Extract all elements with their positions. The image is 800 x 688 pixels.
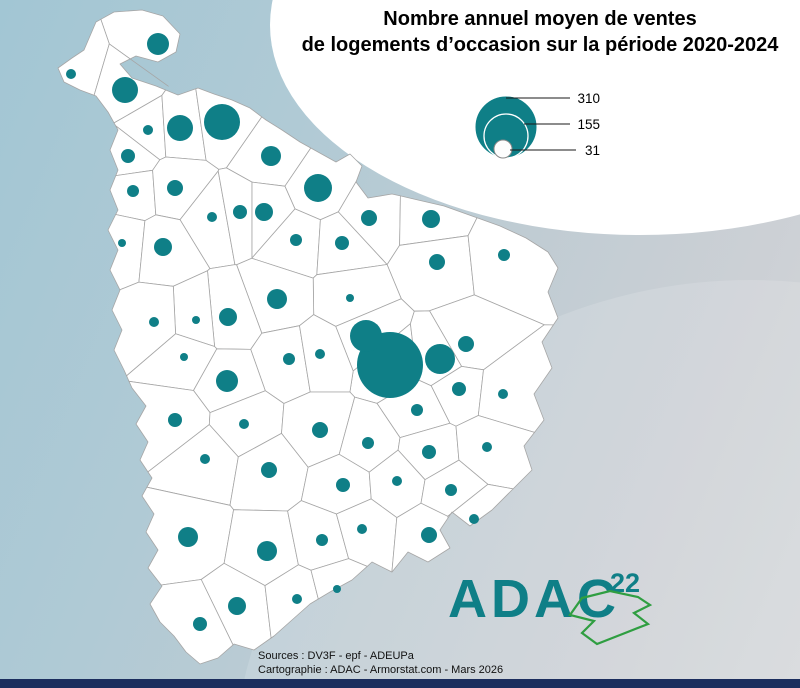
sales-bubble: [411, 404, 423, 416]
legend-circle-small: [493, 139, 513, 159]
commune-cell: [467, 217, 559, 326]
sales-bubble: [283, 353, 295, 365]
sales-bubble: [422, 210, 440, 228]
sales-bubble: [312, 422, 328, 438]
sales-bubble: [112, 77, 138, 103]
sales-bubble: [118, 239, 126, 247]
sales-bubble: [290, 234, 302, 246]
sales-bubble: [143, 125, 153, 135]
sales-bubble: [482, 442, 492, 452]
sales-bubbles: [66, 33, 510, 631]
legend-value-310: 310: [577, 91, 600, 106]
sales-bubble: [149, 317, 159, 327]
sales-bubble: [219, 308, 237, 326]
legend-value-31: 31: [585, 143, 600, 158]
sales-bubble: [361, 210, 377, 226]
sources-line: Sources : DV3F - epf - ADEUPa: [258, 650, 414, 662]
sales-bubble: [316, 534, 328, 546]
sales-bubble: [261, 462, 277, 478]
page-title: Nombre annuel moyen de ventes de logemen…: [290, 6, 790, 58]
sales-bubble: [333, 585, 341, 593]
sales-bubble: [167, 115, 193, 141]
sales-bubble: [216, 370, 238, 392]
cartography-line: Cartographie : ADAC - Armorstat.com - Ma…: [258, 664, 504, 676]
sales-bubble: [346, 294, 354, 302]
sales-bubble: [178, 527, 198, 547]
sales-bubble: [304, 174, 332, 202]
sales-bubble: [445, 484, 457, 496]
sales-bubble: [121, 149, 135, 163]
sales-bubble: [204, 104, 240, 140]
sales-bubble: [498, 389, 508, 399]
commune-cell: [335, 498, 398, 573]
legend: 310 155 31: [474, 91, 600, 159]
sales-bubble: [422, 445, 436, 459]
sales-bubble: [362, 437, 374, 449]
commune-cell: [447, 483, 514, 527]
commune-cell: [310, 558, 368, 600]
sales-bubble: [429, 254, 445, 270]
sales-bubble: [228, 597, 246, 615]
title-line2: de logements d’occasion sur la période 2…: [301, 34, 779, 56]
sales-bubble: [66, 69, 76, 79]
commune-cell: [264, 564, 319, 639]
sales-bubble: [257, 541, 277, 561]
sales-bubble: [392, 476, 402, 486]
sales-bubble: [233, 205, 247, 219]
sales-bubble: [315, 349, 325, 359]
commune-cell: [477, 324, 554, 433]
sales-bubble: [255, 203, 273, 221]
sales-bubble: [350, 320, 382, 352]
sales-bubble: [180, 353, 188, 361]
commune-cell: [149, 579, 234, 665]
sales-bubble: [452, 382, 466, 396]
title-line1: Nombre annuel moyen de ventes: [383, 8, 697, 30]
sales-bubble: [167, 180, 183, 196]
sales-bubble: [207, 212, 217, 222]
sales-bubble: [357, 524, 367, 534]
sales-bubble: [292, 594, 302, 604]
sales-bubble: [168, 413, 182, 427]
sales-bubble: [458, 336, 474, 352]
sales-bubble: [498, 249, 510, 261]
sales-bubble: [425, 344, 455, 374]
dept22-outline-icon: [568, 590, 653, 646]
commune-cell: [100, 9, 181, 87]
sales-bubble: [154, 238, 172, 256]
sales-bubble: [421, 527, 437, 543]
legend-value-155: 155: [577, 117, 600, 132]
sales-bubble: [147, 33, 169, 55]
adac-logo: ADAC 22: [448, 570, 688, 675]
sales-bubble: [200, 454, 210, 464]
sales-bubble: [127, 185, 139, 197]
sales-bubble: [261, 146, 281, 166]
adac-logo-text: ADAC: [448, 569, 620, 629]
sales-bubble: [336, 478, 350, 492]
sales-bubble: [335, 236, 349, 250]
map-credits: Sources : DV3F - epf - ADEUPa Cartograph…: [258, 649, 503, 677]
commune-cell: [391, 502, 451, 573]
sales-bubble: [469, 514, 479, 524]
sales-bubble: [239, 419, 249, 429]
commune-cell: [111, 281, 177, 377]
sales-bubble: [193, 617, 207, 631]
sales-bubble: [267, 289, 287, 309]
bottom-navy-bar: [0, 679, 800, 688]
sales-bubble: [192, 316, 200, 324]
